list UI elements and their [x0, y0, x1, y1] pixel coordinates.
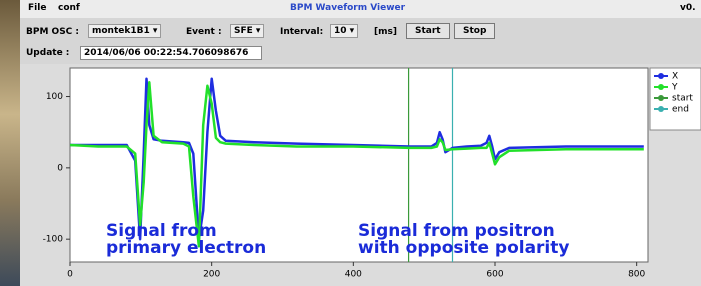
- start-button[interactable]: Start: [406, 23, 450, 39]
- update-label: Update :: [26, 48, 69, 58]
- update-row: Update : 2014/06/06 00:22:54.706098676: [22, 46, 701, 62]
- annotation: primary electron: [106, 238, 266, 258]
- x-tick-label: 600: [486, 270, 503, 280]
- x-tick-label: 400: [345, 270, 362, 280]
- menu-conf[interactable]: conf: [58, 3, 80, 13]
- window-title: BPM Waveform Viewer: [290, 3, 405, 13]
- legend-dot: [658, 84, 664, 90]
- toolbar: BPM OSC : montek1B1 ▾ Event : SFE ▾ Inte…: [22, 24, 701, 42]
- interval-unit: [ms]: [374, 27, 397, 37]
- osc-dropdown[interactable]: montek1B1 ▾: [88, 24, 161, 38]
- app-window: File conf BPM Waveform Viewer v0. BPM OS…: [0, 0, 701, 286]
- osc-value: montek1B1: [92, 26, 150, 36]
- interval-dropdown[interactable]: 10 ▾: [330, 24, 358, 38]
- y-tick-label: 100: [46, 92, 63, 102]
- menu-bar: File conf BPM Waveform Viewer v0.: [20, 0, 701, 18]
- x-tick-label: 200: [203, 270, 220, 280]
- event-label: Event :: [186, 27, 222, 37]
- legend-dot: [658, 73, 664, 79]
- interval-value: 10: [334, 26, 347, 36]
- legend-dot: [658, 106, 664, 112]
- y-tick-label: -100: [43, 235, 64, 245]
- y-tick-label: 0: [57, 163, 63, 173]
- update-value: 2014/06/06 00:22:54.706098676: [80, 46, 262, 60]
- menu-file[interactable]: File: [28, 3, 46, 13]
- legend-label: end: [672, 105, 689, 115]
- legend-label: start: [672, 94, 693, 104]
- event-dropdown[interactable]: SFE ▾: [230, 24, 264, 38]
- legend-label: X: [672, 72, 678, 82]
- legend-label: Y: [671, 83, 678, 93]
- annotation: with opposite polarity: [358, 238, 569, 258]
- x-tick-label: 800: [628, 270, 645, 280]
- osc-label: BPM OSC :: [26, 27, 79, 37]
- version: v0.: [680, 3, 696, 13]
- x-tick-label: 0: [67, 270, 73, 280]
- interval-label: Interval:: [280, 27, 323, 37]
- legend-dot: [658, 95, 664, 101]
- event-value: SFE: [234, 26, 253, 36]
- stop-button[interactable]: Stop: [454, 23, 495, 39]
